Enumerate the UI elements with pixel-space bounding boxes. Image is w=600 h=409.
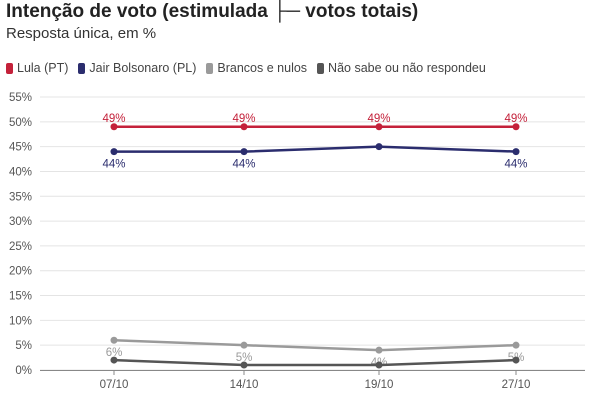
series-line-brancos[interactable] bbox=[113, 338, 517, 352]
y-tick-label: 15% bbox=[9, 291, 32, 303]
x-tick-label: 14/10 bbox=[230, 379, 259, 391]
legend-item-bolsonaro[interactable]: Jair Bolsonaro (PL) bbox=[78, 61, 196, 75]
data-label-lula: 49% bbox=[367, 113, 390, 125]
legend-swatch-naosabe bbox=[317, 62, 325, 74]
data-point-bolsonaro[interactable] bbox=[512, 148, 520, 156]
chart-title: Intenção de voto (estimulada ├─ votos to… bbox=[6, 1, 419, 22]
data-label-lula: 49% bbox=[504, 113, 527, 125]
data-label-bolsonaro: 44% bbox=[232, 159, 255, 171]
data-point-bolsonaro[interactable] bbox=[110, 148, 118, 156]
data-point-brancos[interactable] bbox=[375, 346, 383, 354]
data-point-naosabe[interactable] bbox=[375, 361, 383, 369]
y-tick-label: 45% bbox=[9, 142, 32, 154]
data-point-lula[interactable] bbox=[240, 123, 248, 131]
legend-label-lula: Lula (PT) bbox=[17, 61, 69, 75]
data-label-lula: 49% bbox=[232, 113, 255, 125]
data-point-naosabe[interactable] bbox=[512, 356, 520, 364]
y-tick-label: 20% bbox=[9, 266, 32, 278]
y-tick-label: 25% bbox=[9, 241, 32, 253]
data-point-brancos[interactable] bbox=[110, 336, 118, 344]
y-tick-label: 35% bbox=[9, 191, 32, 203]
data-point-bolsonaro[interactable] bbox=[375, 143, 383, 151]
legend-item-brancos[interactable]: Brancos e nulos bbox=[206, 61, 307, 75]
data-point-lula[interactable] bbox=[110, 123, 118, 131]
y-tick-label: 10% bbox=[9, 315, 32, 327]
legend-label-bolsonaro: Jair Bolsonaro (PL) bbox=[89, 61, 197, 75]
y-tick-label: 5% bbox=[15, 340, 32, 352]
data-point-brancos[interactable] bbox=[240, 341, 248, 349]
legend-label-brancos: Brancos e nulos bbox=[217, 61, 308, 75]
data-point-naosabe[interactable] bbox=[240, 361, 248, 369]
series-line-bolsonaro[interactable] bbox=[114, 145, 517, 153]
legend: Lula (PT) Jair Bolsonaro (PL) Brancos e … bbox=[6, 61, 496, 75]
data-label-bolsonaro: 44% bbox=[102, 159, 125, 171]
legend-label-naosabe: Não sabe ou não respondeu bbox=[328, 61, 486, 75]
y-tick-label: 55% bbox=[9, 92, 32, 104]
series-line-naosabe[interactable] bbox=[113, 358, 517, 367]
legend-swatch-brancos bbox=[206, 62, 214, 74]
data-label-lula: 49% bbox=[102, 113, 125, 125]
x-tick-label: 07/10 bbox=[100, 379, 129, 391]
data-label-bolsonaro: 44% bbox=[504, 159, 527, 171]
data-label-brancos: 6% bbox=[106, 347, 123, 359]
y-tick-label: 40% bbox=[9, 166, 32, 178]
y-tick-label: 50% bbox=[9, 117, 32, 129]
legend-item-lula[interactable]: Lula (PT) bbox=[6, 61, 68, 75]
y-tick-label: 0% bbox=[15, 365, 32, 377]
legend-swatch-lula bbox=[6, 62, 13, 74]
legend-swatch-bolsonaro bbox=[78, 62, 86, 74]
data-point-naosabe[interactable] bbox=[110, 356, 118, 364]
data-label-brancos: 5% bbox=[236, 352, 253, 364]
y-tick-label: 30% bbox=[9, 216, 32, 228]
data-point-lula[interactable] bbox=[512, 123, 520, 131]
chart-subtitle: Resposta única, em % bbox=[6, 25, 157, 42]
x-tick-label: 27/10 bbox=[502, 379, 531, 391]
data-point-bolsonaro[interactable] bbox=[240, 148, 248, 156]
legend-item-naosabe[interactable]: Não sabe ou não respondeu bbox=[317, 61, 486, 75]
x-tick-label: 19/10 bbox=[365, 379, 394, 391]
data-point-brancos[interactable] bbox=[512, 341, 520, 349]
data-point-lula[interactable] bbox=[375, 123, 383, 131]
